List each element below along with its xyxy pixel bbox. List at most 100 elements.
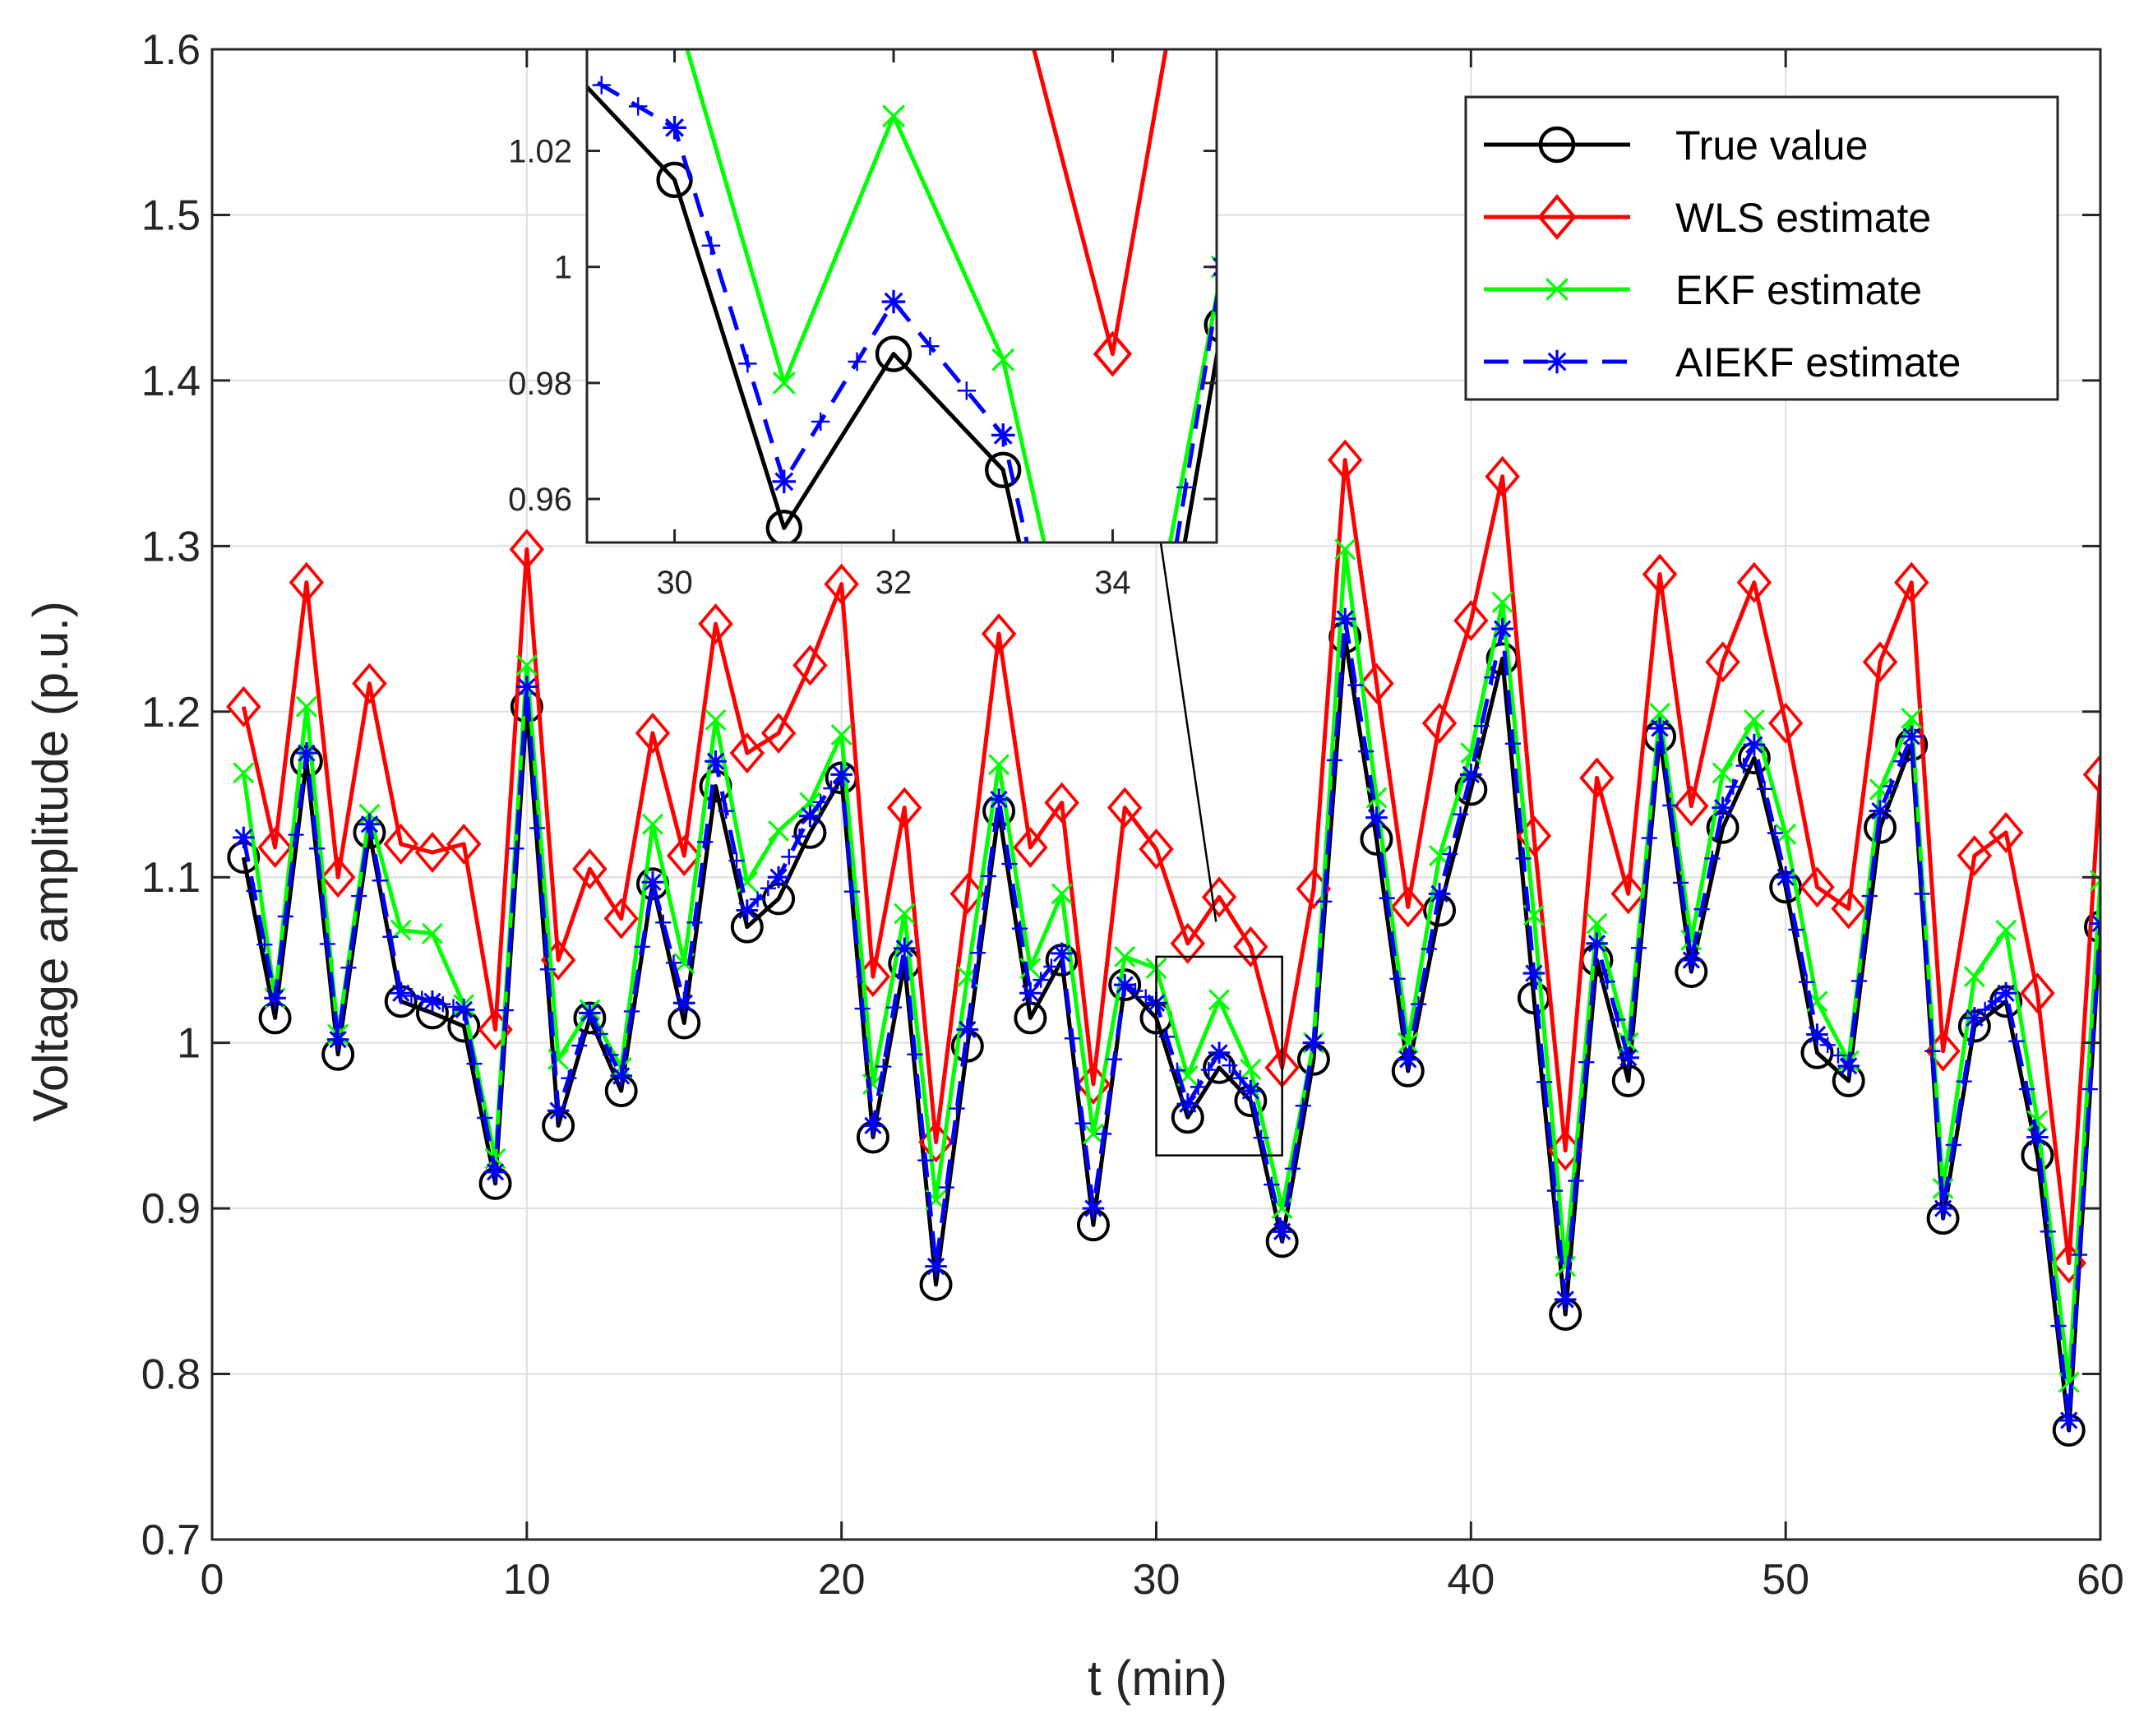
data-point [1233, 926, 1268, 967]
interp-point [1231, 1070, 1249, 1087]
data-point [1208, 989, 1231, 1011]
data-point [799, 805, 821, 827]
data-point [295, 695, 317, 718]
interp-point [1578, 1054, 1595, 1070]
inset-data-point [985, 451, 1022, 488]
data-point [383, 823, 418, 865]
data-point [232, 826, 255, 849]
interp-point [823, 780, 839, 796]
data-point [1365, 787, 1388, 809]
inset-data-point [1204, 307, 1217, 343]
data-point [1901, 725, 1923, 748]
interp-point [1757, 781, 1773, 797]
data-point [641, 870, 664, 893]
data-point [1775, 823, 1797, 845]
interp-point [1819, 1037, 1836, 1053]
inset-data-point [991, 423, 1015, 447]
interp-point [1347, 676, 1364, 694]
interp-point [1169, 1062, 1185, 1078]
data-point [1995, 919, 2017, 941]
interp-point [603, 1046, 619, 1064]
interp-point [1158, 1028, 1175, 1045]
data-point [1019, 981, 1042, 1004]
x-tick-label: 0 [201, 1556, 224, 1604]
legend-label: AIEKF estimate [1675, 339, 1961, 386]
data-point [2084, 910, 2100, 944]
interp-point [1138, 989, 1154, 1005]
interp-point [382, 929, 399, 945]
interp-point [508, 840, 524, 856]
interp-point [1452, 806, 1469, 823]
interp-point [414, 990, 430, 1007]
interp-point [1568, 1172, 1584, 1189]
data-point [981, 613, 1017, 655]
data-point [641, 813, 663, 835]
interp-point [1504, 736, 1521, 752]
data-point [515, 676, 538, 698]
data-point [414, 832, 450, 873]
data-point [509, 529, 545, 570]
data-point [1491, 617, 1513, 640]
interp-point [1546, 1183, 1564, 1199]
legend-marker [1545, 278, 1569, 301]
data-point [452, 999, 475, 1021]
inset-plot-area [587, 49, 1217, 542]
interp-point [1892, 753, 1910, 769]
interp-point [728, 852, 745, 869]
x-axis-label: t (min) [1088, 1651, 1227, 1706]
interp-point [1956, 1073, 1972, 1090]
interp-point [1222, 1057, 1238, 1073]
data-point [2026, 1110, 2049, 1132]
interp-point [1830, 1047, 1846, 1064]
x-tick-label: 10 [503, 1556, 551, 1604]
data-point [1082, 1197, 1105, 1220]
interp-point [938, 1179, 954, 1196]
y-tick-label: 1 [177, 1020, 201, 1068]
data-point [1051, 883, 1073, 905]
interp-point [2081, 1081, 2098, 1097]
y-tick-label: 1.5 [141, 192, 201, 239]
interp-point [1693, 901, 1710, 917]
interp-point [1253, 1129, 1269, 1146]
series-line [241, 458, 2100, 1266]
interp-point [340, 959, 357, 976]
interp-point [1641, 829, 1657, 847]
interp-point [1987, 993, 2003, 1009]
inset-data-point [991, 348, 1015, 372]
data-point [390, 981, 412, 1004]
interp-point [1788, 921, 1804, 938]
data-point [1460, 764, 1482, 786]
data-point [2026, 1126, 2049, 1148]
data-point [572, 848, 608, 890]
inset-data-point [875, 335, 912, 372]
inset-data-point [772, 371, 796, 395]
interp-point [1033, 972, 1049, 988]
data-point [547, 1048, 570, 1070]
data-point [257, 826, 293, 868]
y-tick-label: 0.9 [141, 1185, 201, 1233]
data-point [264, 986, 286, 1009]
interp-point [1799, 974, 1815, 990]
data-point [1453, 599, 1489, 641]
data-point [1044, 782, 1079, 824]
data-point [767, 866, 790, 889]
interp-point [781, 848, 797, 865]
interp-point [1735, 757, 1752, 774]
data-point [1642, 553, 1678, 595]
inset-series-wls-estimate [1032, 49, 1168, 377]
data-point [2058, 1409, 2081, 1432]
interp-point [1767, 824, 1784, 842]
legend-entry: True value [1484, 122, 1868, 169]
data-point [1397, 1032, 1419, 1054]
data-point [358, 813, 381, 836]
main-axes: 0 10 20 30 40 50 60 0.7 0.8 0.9 1 1.1 1.2 1.3 1.4 1.5 1.… [141, 26, 2124, 1604]
interp-point [466, 1055, 483, 1072]
legend-marker [1538, 126, 1576, 164]
y-tick-label: 0.8 [141, 1351, 201, 1399]
data-point [1736, 561, 1772, 603]
data-point [760, 712, 797, 754]
data-point [1208, 1041, 1231, 1064]
inset-interp-point [848, 352, 866, 372]
data-point [1019, 958, 1042, 980]
